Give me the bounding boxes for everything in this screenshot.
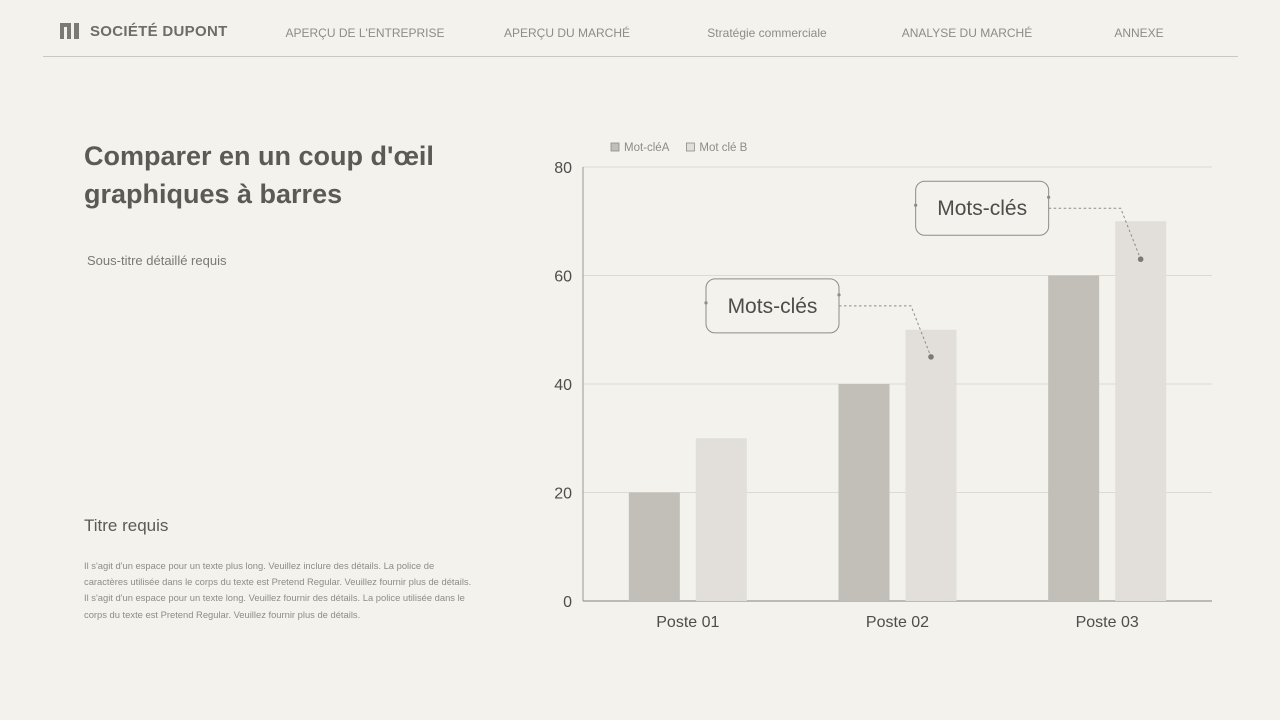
bar-b-3 <box>1115 221 1167 601</box>
nav-item-market-analysis[interactable]: ANALYSE DU MARCHÉ <box>901 26 1033 40</box>
y-tick-label: 20 <box>554 486 572 503</box>
legend-label: Mot-cléA <box>624 142 670 154</box>
y-tick-label: 80 <box>554 160 572 177</box>
body-text: Il s'agit d'un espace pour un texte plus… <box>84 560 472 620</box>
page-title: Comparer en un coup d'œil graphiques à b… <box>84 141 434 209</box>
callout-point <box>928 354 934 360</box>
legend-swatch <box>610 142 620 152</box>
nav-item-commercial-strategy[interactable]: Stratégie commerciale <box>707 26 827 40</box>
callout-anchor-dot <box>704 301 708 305</box>
brand[interactable]: SOCIÉTÉ DUPONT <box>59 22 228 40</box>
y-tick-label: 40 <box>554 377 572 394</box>
bar-b-1 <box>695 438 747 601</box>
y-tick-label: 60 <box>554 269 572 286</box>
bar-a-2 <box>838 384 890 601</box>
page-subtitle: Sous-titre détaillé requis <box>87 253 227 268</box>
callout-point <box>1137 256 1144 263</box>
nav-item-annex[interactable]: ANNEXE <box>1114 26 1164 40</box>
x-tick-label: Poste 02 <box>866 614 929 631</box>
bar-chart-svg: 0 20 40 60 80 Poste 01 Poste 02 Poste 03 Mot-clé… <box>554 142 1212 631</box>
legend-label: Mot clé B <box>699 142 747 154</box>
bar-a-1 <box>628 492 680 601</box>
x-tick-label: Poste 01 <box>656 614 719 631</box>
callout-label: Mots-clés <box>728 295 818 318</box>
top-navigation-bar: SOCIÉTÉ DUPONT APERÇU DE L'ENTREPRISE AP… <box>43 0 1238 57</box>
body-title: Titre requis <box>84 516 169 535</box>
bar-a-3 <box>1048 275 1100 601</box>
bar-b-2 <box>905 329 957 601</box>
legend-swatch <box>685 142 695 152</box>
callout-box <box>915 180 1050 236</box>
nav-item-company-overview[interactable]: APERÇU DE L'ENTREPRISE <box>285 26 445 40</box>
nav-item-market-overview[interactable]: APERÇU DU MARCHÉ <box>503 26 631 40</box>
callout-leader-line <box>1048 207 1142 260</box>
callout-anchor-dot <box>914 203 918 207</box>
x-tick-label: Poste 03 <box>1076 614 1139 631</box>
company-logo-icon <box>60 23 79 39</box>
callout-anchor-dot <box>1047 195 1051 199</box>
callout-label: Mots-clés <box>937 197 1027 220</box>
callout-anchor-dot <box>837 293 841 297</box>
callout-leader-line <box>839 305 932 358</box>
bar-chart: 0 20 40 60 80 Poste 01 Poste 02 Poste 03 Mot-clé… <box>540 135 1230 645</box>
y-tick-label: 0 <box>563 594 572 611</box>
brand-name: SOCIÉTÉ DUPONT <box>90 22 228 40</box>
